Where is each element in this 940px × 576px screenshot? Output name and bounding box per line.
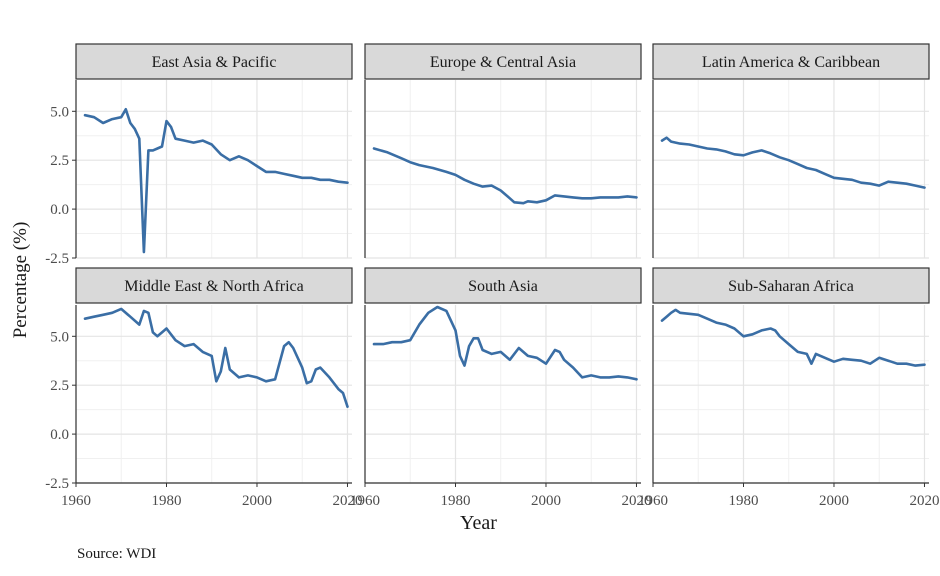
x-tick-label: 1960 bbox=[61, 493, 91, 509]
y-tick-label: 2.5 bbox=[50, 378, 69, 394]
facet-strip-label: South Asia bbox=[468, 278, 538, 295]
y-tick-label: -2.5 bbox=[45, 476, 69, 492]
x-tick-label: 2020 bbox=[332, 493, 362, 509]
series-line bbox=[372, 305, 638, 381]
x-tick-label: 1980 bbox=[440, 493, 470, 509]
x-tick-label: 1960 bbox=[350, 493, 380, 509]
source-caption: Source: WDI bbox=[77, 546, 157, 562]
series-line bbox=[83, 108, 349, 254]
facet-strip-label: Latin America & Caribbean bbox=[702, 54, 880, 71]
x-tick-label: 2020 bbox=[909, 493, 939, 509]
facet-strip bbox=[364, 43, 642, 80]
series-line bbox=[83, 307, 349, 408]
x-tick-label: 2000 bbox=[531, 493, 561, 509]
x-tick-label: 1980 bbox=[151, 493, 181, 509]
facet-middle-east-and-north-africa: Middle East & North Africa -2.5 0.0 2.5 5.0 1… bbox=[45, 267, 362, 509]
facet-strip bbox=[652, 43, 930, 80]
y-tick-label: 5.0 bbox=[50, 329, 69, 345]
x-tick-label: 1960 bbox=[638, 493, 668, 509]
facet-strip bbox=[75, 267, 353, 304]
x-axis-title: Year bbox=[460, 512, 497, 534]
series-line bbox=[660, 308, 926, 367]
y-tick-label: 0.0 bbox=[50, 427, 69, 443]
x-tick-label: 2000 bbox=[242, 493, 272, 509]
y-tick-label: 2.5 bbox=[50, 153, 69, 169]
facet-strip-label: East Asia & Pacific bbox=[152, 54, 277, 71]
facet-latin-america-and-caribbean: Latin America & Caribbean bbox=[652, 43, 930, 259]
y-axis-title-wrap: Percentage (%) bbox=[6, 190, 36, 370]
facet-south-asia: South Asia 1960 1980 2000 2020 bbox=[350, 267, 651, 509]
y-tick-label: 0.0 bbox=[50, 202, 69, 218]
facet-europe-and-central-asia: Europe & Central Asia bbox=[364, 43, 642, 259]
y-axis-title: Percentage (%) bbox=[10, 221, 31, 339]
y-tick-label: 5.0 bbox=[50, 104, 69, 120]
y-tick-label: -2.5 bbox=[45, 251, 69, 267]
facet-strip-label: Europe & Central Asia bbox=[430, 54, 576, 71]
facet-strip-label: Sub-Saharan Africa bbox=[728, 278, 854, 295]
series-line bbox=[660, 136, 926, 189]
x-tick-label: 2020 bbox=[621, 493, 651, 509]
x-tick-label: 2000 bbox=[819, 493, 849, 509]
x-tick-label: 1980 bbox=[728, 493, 758, 509]
facet-strip-label: Middle East & North Africa bbox=[124, 278, 304, 295]
facet-east-asia-and-pacific: East Asia & Pacific -2.5 0.0 2.5 5.0 bbox=[45, 43, 353, 267]
series-line bbox=[372, 147, 638, 205]
facet-strip bbox=[652, 267, 930, 304]
facet-sub-saharan-africa: Sub-Saharan Africa 1960 1980 2000 2020 bbox=[638, 267, 939, 509]
facet-strip bbox=[364, 267, 642, 304]
facet-strip bbox=[75, 43, 353, 80]
